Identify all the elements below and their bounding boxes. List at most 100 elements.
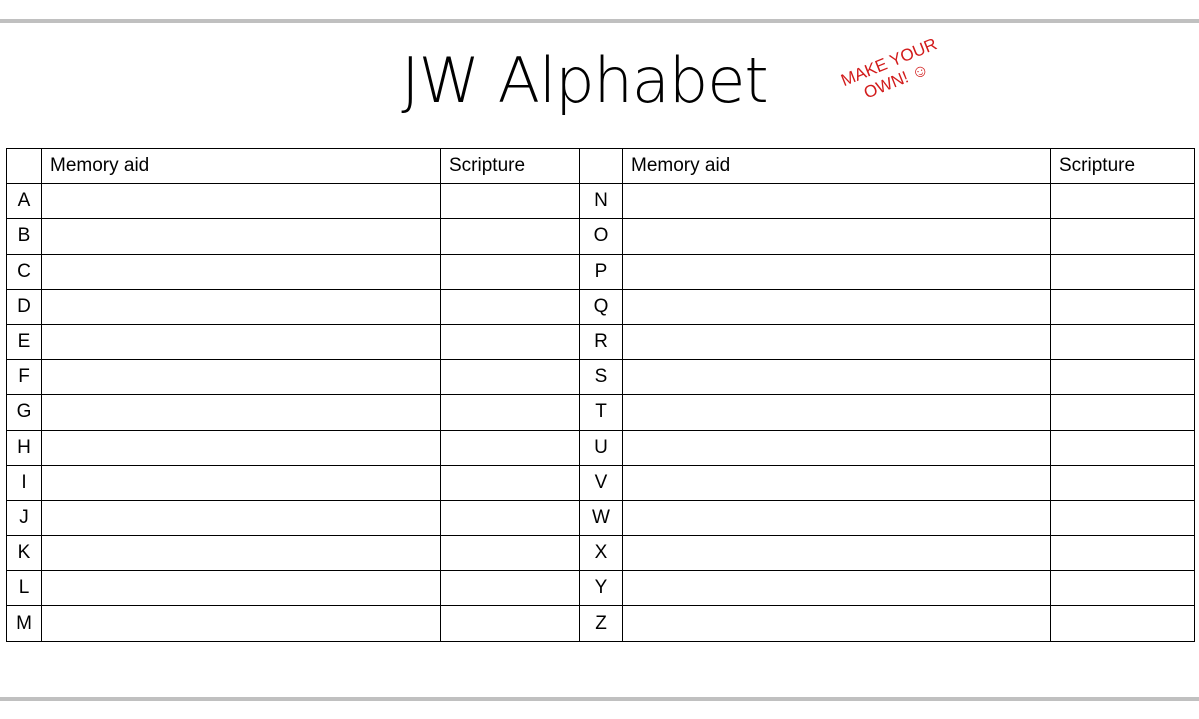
memory-aid-cell[interactable] bbox=[41, 218, 441, 255]
letter-cell: L bbox=[6, 570, 42, 607]
page-title: JW Alphabet bbox=[401, 44, 768, 117]
letter-cell: M bbox=[6, 605, 42, 642]
scripture-cell[interactable] bbox=[1050, 253, 1195, 290]
letter-cell: Y bbox=[579, 570, 623, 607]
letter-cell: C bbox=[6, 253, 42, 290]
memory-aid-cell[interactable] bbox=[41, 288, 441, 325]
letter-cell: W bbox=[579, 499, 623, 537]
scripture-cell[interactable] bbox=[1050, 499, 1195, 537]
scripture-cell[interactable] bbox=[1050, 288, 1195, 325]
letter-cell: N bbox=[579, 183, 623, 220]
letter-cell: E bbox=[6, 323, 42, 361]
scripture-cell[interactable] bbox=[440, 253, 580, 290]
scripture-cell[interactable] bbox=[1050, 359, 1195, 396]
letter-cell: X bbox=[579, 535, 623, 572]
memory-aid-cell[interactable] bbox=[41, 499, 441, 537]
scripture-cell[interactable] bbox=[1050, 464, 1195, 501]
memory-aid-cell[interactable] bbox=[41, 429, 441, 466]
memory-aid-cell[interactable] bbox=[622, 359, 1051, 396]
scripture-cell[interactable] bbox=[440, 499, 580, 537]
memory-aid-cell[interactable] bbox=[41, 464, 441, 501]
memory-aid-cell[interactable] bbox=[622, 499, 1051, 537]
memory-aid-cell[interactable] bbox=[622, 605, 1051, 642]
scripture-cell[interactable] bbox=[1050, 535, 1195, 572]
memory-aid-cell[interactable] bbox=[622, 535, 1051, 572]
memory-aid-cell[interactable] bbox=[622, 570, 1051, 607]
scripture-cell[interactable] bbox=[1050, 183, 1195, 220]
letter-cell: G bbox=[6, 394, 42, 431]
letter-cell: J bbox=[6, 499, 42, 537]
memory-aid-cell[interactable] bbox=[41, 253, 441, 290]
alphabet-table: Memory aid Scripture Memory aid Scriptur… bbox=[6, 147, 1195, 642]
scripture-cell[interactable] bbox=[1050, 323, 1195, 361]
memory-aid-cell[interactable] bbox=[41, 323, 441, 361]
memory-aid-cell[interactable] bbox=[41, 605, 441, 642]
scripture-cell[interactable] bbox=[440, 288, 580, 325]
memory-aid-cell[interactable] bbox=[41, 570, 441, 607]
letter-cell: Q bbox=[579, 288, 623, 325]
scripture-cell[interactable] bbox=[1050, 605, 1195, 642]
memory-aid-cell[interactable] bbox=[622, 394, 1051, 431]
scripture-cell[interactable] bbox=[1050, 570, 1195, 607]
scripture-cell[interactable] bbox=[1050, 429, 1195, 466]
letter-cell: D bbox=[6, 288, 42, 325]
letter-cell: T bbox=[579, 394, 623, 431]
memory-aid-cell[interactable] bbox=[622, 183, 1051, 220]
memory-aid-cell[interactable] bbox=[622, 323, 1051, 361]
scripture-cell[interactable] bbox=[440, 218, 580, 255]
header-row: Memory aid Scripture Memory aid Scriptur… bbox=[6, 147, 1195, 185]
scripture-cell[interactable] bbox=[440, 394, 580, 431]
scripture-cell[interactable] bbox=[440, 429, 580, 466]
memory-aid-cell[interactable] bbox=[622, 429, 1051, 466]
letter-cell: V bbox=[579, 464, 623, 501]
header-letter-left bbox=[6, 147, 42, 185]
memory-aid-cell[interactable] bbox=[41, 183, 441, 220]
letter-cell: U bbox=[579, 429, 623, 466]
scripture-cell[interactable] bbox=[440, 605, 580, 642]
letter-cell: I bbox=[6, 464, 42, 501]
letter-cell: P bbox=[579, 253, 623, 290]
header-letter-right bbox=[579, 147, 623, 185]
memory-aid-cell[interactable] bbox=[622, 253, 1051, 290]
header-scripture-right: Scripture bbox=[1050, 147, 1195, 185]
letter-cell: K bbox=[6, 535, 42, 572]
scripture-cell[interactable] bbox=[1050, 394, 1195, 431]
scripture-cell[interactable] bbox=[440, 183, 580, 220]
scripture-cell[interactable] bbox=[440, 359, 580, 396]
header-memory-aid-right: Memory aid bbox=[622, 147, 1051, 185]
memory-aid-cell[interactable] bbox=[41, 535, 441, 572]
scripture-cell[interactable] bbox=[440, 535, 580, 572]
memory-aid-cell[interactable] bbox=[622, 288, 1051, 325]
header-scripture-left: Scripture bbox=[440, 147, 580, 185]
letter-cell: S bbox=[579, 359, 623, 396]
memory-aid-cell[interactable] bbox=[622, 218, 1051, 255]
letter-cell: A bbox=[6, 183, 42, 220]
scripture-cell[interactable] bbox=[440, 570, 580, 607]
memory-aid-cell[interactable] bbox=[41, 359, 441, 396]
letter-cell: Z bbox=[579, 605, 623, 642]
letter-cell: H bbox=[6, 429, 42, 466]
top-divider bbox=[0, 19, 1199, 23]
letter-cell: O bbox=[579, 218, 623, 255]
scripture-cell[interactable] bbox=[1050, 218, 1195, 255]
scripture-cell[interactable] bbox=[440, 323, 580, 361]
header-memory-aid-left: Memory aid bbox=[41, 147, 441, 185]
memory-aid-cell[interactable] bbox=[41, 394, 441, 431]
memory-aid-cell[interactable] bbox=[622, 464, 1051, 501]
scripture-cell[interactable] bbox=[440, 464, 580, 501]
bottom-divider bbox=[0, 697, 1199, 701]
letter-cell: F bbox=[6, 359, 42, 396]
letter-cell: R bbox=[579, 323, 623, 361]
